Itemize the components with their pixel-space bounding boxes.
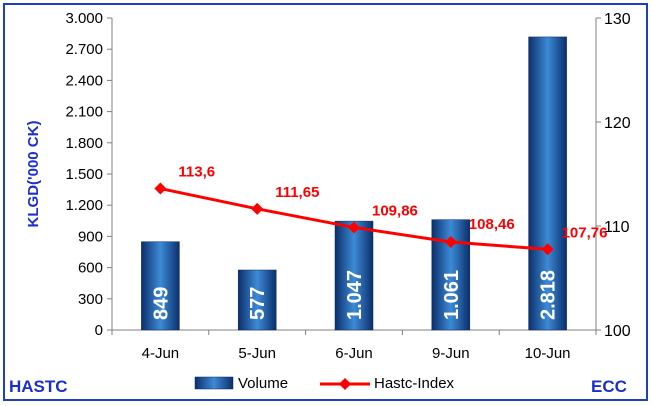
line-point-label: 108,46 (469, 216, 515, 233)
line-point-label: 111,65 (275, 184, 319, 201)
y-tick-label: 0 (95, 322, 103, 339)
corner-label-right: ECC (591, 377, 627, 396)
y-tick-label: 2.700 (65, 41, 103, 58)
y-axis-title: KLGD('000 CK) (25, 121, 42, 228)
y-tick-label: 2.400 (65, 72, 103, 89)
bar (528, 36, 567, 331)
y-tick-label: 1.500 (65, 166, 103, 183)
y-tick-label: 2.100 (65, 104, 103, 121)
x-tick-label: 6-Jun (335, 345, 373, 362)
y-tick-label: 300 (78, 291, 103, 308)
y2-tick-label: 120 (604, 115, 631, 132)
x-tick-label: 4-Jun (142, 345, 180, 362)
x-tick-label: 9-Jun (432, 345, 470, 362)
y2-tick-label: 130 (604, 11, 631, 28)
line-point-label: 107,76 (562, 224, 608, 241)
y-tick-label: 1.200 (65, 197, 103, 214)
line-point-label: 113,6 (178, 164, 215, 181)
x-tick-label: 10-Jun (525, 345, 571, 362)
y-tick-label: 3.000 (65, 10, 103, 27)
bar (141, 241, 180, 331)
bar (237, 269, 277, 331)
line-point-marker (444, 236, 457, 249)
y-tick-label: 900 (78, 228, 103, 245)
y2-tick-label: 100 (604, 323, 631, 340)
legend-label-volume: Volume (238, 375, 288, 392)
bar-value-label: 1.047 (344, 270, 366, 320)
x-tick-label: 5-Jun (238, 345, 276, 362)
y-tick-label: 600 (78, 260, 103, 277)
y2-tick-label: 110 (604, 219, 630, 236)
bar (334, 220, 374, 331)
legend-swatch-volume (194, 376, 234, 390)
y-tick-label: 1.800 (65, 135, 103, 152)
line-point-marker (541, 243, 554, 256)
corner-label-left: HASTC (9, 377, 68, 396)
line-point-marker (348, 221, 360, 234)
legend-marker-hastc-index (339, 378, 351, 390)
bar-value-label: 849 (150, 287, 172, 320)
bar-value-label: 1.061 (441, 270, 463, 320)
line-point-marker (251, 202, 264, 215)
line-point-label: 109,86 (372, 202, 418, 219)
bar-value-label: 577 (247, 287, 269, 320)
line-point-marker (154, 182, 167, 195)
bar-value-label: 2.818 (538, 270, 560, 320)
legend-label-hastc-index: Hastc-Index (374, 375, 455, 392)
